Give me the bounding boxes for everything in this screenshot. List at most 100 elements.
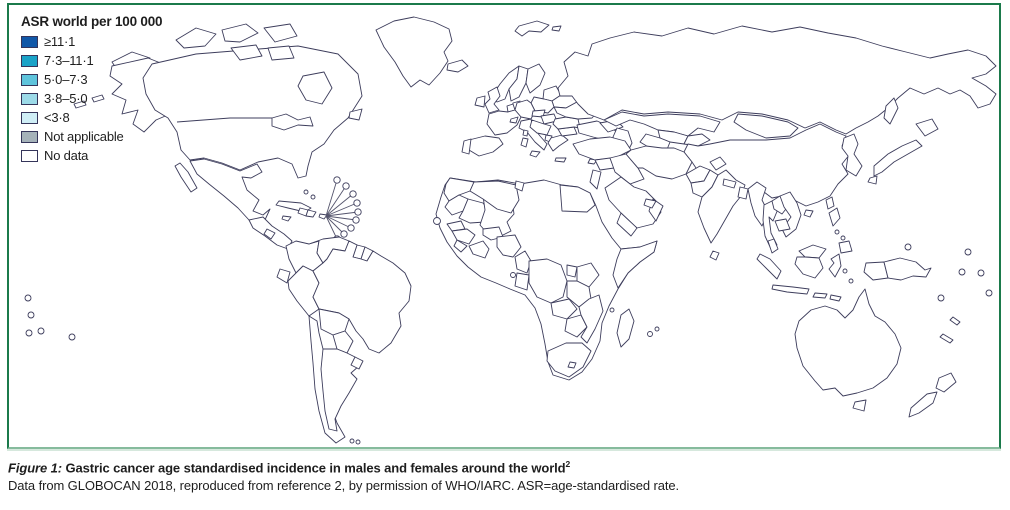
legend-label: ≥11·1: [44, 34, 76, 49]
island-falkland: [349, 438, 355, 444]
island-pacific: [24, 294, 32, 302]
map-legend: ASR world per 100 000 ≥11·1 7·3–11·1 5·0…: [21, 14, 163, 168]
region-west-papua: [863, 261, 889, 281]
antilles-fan: [325, 176, 362, 243]
island-melanesia: [949, 316, 961, 326]
legend-item: 5·0–7·3: [21, 72, 162, 87]
country-mozambique: [578, 294, 604, 344]
country-argentina: [320, 348, 360, 432]
country-cote-divoire: [468, 240, 490, 259]
island-canadian-arctic: [221, 23, 259, 43]
country-iceland: [446, 59, 469, 73]
country-portugal: [461, 138, 472, 155]
country-zimbabwe: [564, 314, 588, 338]
island-canadian-arctic: [175, 27, 217, 49]
island-cape-verde: [433, 217, 441, 225]
island-luzon: [828, 207, 841, 227]
island-sicily: [529, 150, 541, 158]
legend-item: 3·8–5·0: [21, 91, 162, 106]
island-visayas: [834, 229, 840, 235]
island-pacific: [985, 289, 993, 297]
great-lakes: [271, 113, 314, 131]
island-maluku: [842, 268, 848, 274]
island-antilles: [347, 224, 355, 232]
country-somalia: [612, 240, 658, 289]
island-falkland: [355, 439, 361, 445]
country-jamaica: [281, 215, 292, 222]
country-nigeria: [496, 234, 522, 258]
island-newfoundland: [348, 108, 363, 121]
island-sulawesi: [828, 253, 842, 278]
region-levant: [589, 169, 602, 190]
figure-title-superscript: 2: [565, 459, 571, 469]
island-sumatra: [756, 253, 782, 280]
region-malaysia-borneo: [798, 244, 827, 259]
country-algeria: [469, 180, 520, 214]
hudson-bay: [297, 71, 333, 105]
country-drc: [528, 258, 568, 304]
country-mexico: [189, 158, 271, 223]
leader-line: [325, 179, 359, 240]
legend-swatch: [21, 111, 38, 124]
island-canadian-arctic: [267, 45, 295, 61]
figure-label: Figure 1:: [8, 460, 62, 476]
europe-group: [461, 20, 662, 165]
island-taiwan: [825, 196, 835, 210]
country-cambodia: [774, 218, 791, 232]
island-lesser-sunda: [812, 292, 828, 299]
country-uk: [484, 86, 501, 114]
island-sardinia: [520, 137, 529, 148]
country-paraguay: [332, 330, 354, 354]
island-maluku: [848, 278, 854, 284]
country-france: [486, 109, 522, 136]
island-sakhalin: [883, 97, 899, 125]
island-bahamas: [310, 194, 316, 200]
south-america-group: [24, 236, 412, 445]
island-madagascar: [616, 308, 635, 348]
legend-label: 5·0–7·3: [44, 72, 88, 87]
country-kazakhstan: [603, 111, 721, 137]
island-pacific: [37, 327, 45, 335]
island-canadian-arctic: [263, 23, 298, 43]
country-ecuador: [276, 268, 291, 284]
island-java: [771, 284, 810, 295]
country-sierra-leone: [453, 239, 468, 253]
country-switzerland: [509, 116, 519, 124]
country-zambia: [550, 298, 578, 320]
island-antilles: [333, 176, 341, 184]
legend-label: <3·8: [44, 110, 70, 125]
legend-swatch: [21, 35, 38, 48]
country-lesotho: [567, 361, 577, 369]
country-saudi-arabia: [604, 176, 662, 229]
island-pacific: [977, 269, 985, 277]
legend-item: 7·3–11·1: [21, 53, 162, 68]
island-pacific: [68, 333, 76, 341]
country-south-africa: [546, 342, 592, 378]
country-bolivia: [318, 308, 350, 336]
country-canada-usa: [142, 45, 363, 179]
island-canadian-arctic: [230, 44, 263, 61]
country-dominican-republic: [305, 209, 317, 218]
island-mauritius: [647, 331, 653, 337]
island-new-caledonia: [939, 333, 954, 344]
island-borneo: [794, 256, 824, 279]
island-pacific: [964, 248, 972, 256]
island-antilles: [342, 182, 350, 190]
island-antilles: [354, 208, 362, 216]
island-mindanao: [838, 240, 853, 254]
legend-label: Not applicable: [44, 129, 124, 144]
country-puerto-rico: [318, 213, 328, 220]
baja-peninsula: [174, 162, 198, 193]
island-lesser-sunda: [829, 294, 842, 302]
figure-caption: Figure 1: Gastric cancer age standardise…: [8, 455, 1008, 495]
island-tasmania: [852, 399, 867, 412]
country-finland: [525, 63, 546, 94]
country-papua-new-guinea: [883, 257, 932, 281]
country-nepal: [722, 178, 737, 189]
legend-swatch: [21, 149, 38, 162]
island-bahamas: [303, 189, 309, 195]
country-uganda: [566, 264, 578, 278]
region-kashmir: [709, 156, 727, 171]
legend-swatch: [21, 54, 38, 67]
